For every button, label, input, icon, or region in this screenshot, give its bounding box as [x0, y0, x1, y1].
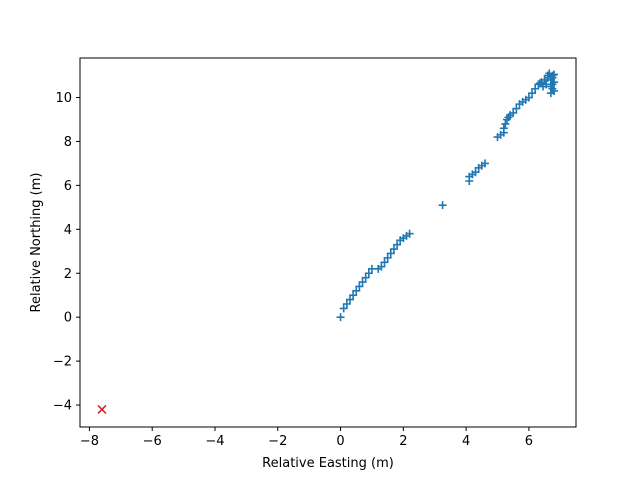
- data-point-plus: [548, 71, 557, 80]
- data-point-plus: [352, 286, 361, 295]
- data-point-plus: [438, 201, 447, 210]
- data-point-plus: [528, 89, 537, 98]
- data-point-plus: [531, 84, 540, 93]
- data-point-plus: [386, 249, 395, 258]
- data-point-plus: [364, 269, 373, 278]
- plot-markers: [97, 69, 559, 414]
- plot-area-frame: [79, 57, 577, 428]
- x-tick-label: −4: [205, 434, 224, 449]
- x-tick-label: −8: [80, 434, 99, 449]
- y-tick-label: −2: [53, 355, 72, 370]
- data-point-plus: [499, 124, 508, 133]
- data-point-plus: [480, 159, 489, 168]
- y-axis-ticks: −4 −2 0 2 4 6 8 10: [53, 91, 80, 414]
- data-point-plus: [550, 86, 559, 95]
- data-point-plus: [471, 168, 480, 177]
- y-tick-label: 2: [64, 267, 72, 282]
- data-point-plus: [524, 93, 533, 102]
- data-point-plus: [377, 262, 386, 271]
- y-tick-label: −4: [53, 399, 72, 414]
- data-point-cross: [97, 404, 107, 414]
- data-point-plus: [355, 282, 364, 291]
- x-axis-label: Relative Easting (m): [262, 456, 394, 471]
- y-axis-label: Relative Northing (m): [29, 173, 44, 313]
- y-tick-label: 6: [64, 179, 72, 194]
- y-tick-label: 10: [55, 91, 72, 106]
- data-point-plus: [512, 104, 521, 113]
- data-point-plus: [361, 273, 370, 282]
- x-tick-label: −6: [143, 434, 162, 449]
- data-point-plus: [342, 300, 351, 308]
- data-point-plus: [535, 79, 544, 88]
- data-point-plus: [550, 78, 559, 87]
- y-tick-label: 4: [64, 223, 72, 238]
- data-point-plus: [339, 304, 348, 313]
- data-point-plus: [336, 313, 345, 322]
- data-point-plus: [405, 229, 414, 238]
- x-tick-label: 2: [399, 434, 407, 449]
- x-tick-label: 4: [462, 434, 470, 449]
- data-point-plus: [550, 70, 559, 79]
- data-point-plus: [383, 253, 392, 262]
- data-point-plus: [358, 278, 367, 287]
- data-point-plus: [380, 258, 389, 267]
- x-tick-label: 6: [525, 434, 533, 449]
- data-point-plus: [349, 291, 358, 300]
- x-tick-label: −2: [268, 434, 287, 449]
- x-axis-ticks: −8 −6 −4 −2 0 2 4 6: [80, 427, 533, 449]
- data-point-plus: [509, 108, 518, 117]
- data-point-plus: [345, 295, 354, 304]
- x-tick-label: 0: [336, 434, 344, 449]
- y-tick-label: 8: [64, 135, 72, 150]
- y-tick-label: 0: [64, 311, 72, 326]
- data-point-plus: [501, 119, 510, 128]
- data-point-plus: [389, 245, 398, 254]
- data-point-plus: [393, 240, 402, 249]
